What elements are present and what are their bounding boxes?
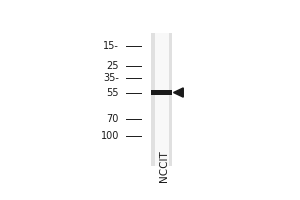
- Text: 35-: 35-: [103, 73, 119, 83]
- Text: NCCIT: NCCIT: [159, 150, 169, 182]
- Text: 55: 55: [106, 88, 119, 98]
- Bar: [152, 33, 172, 166]
- Text: 25: 25: [106, 61, 119, 71]
- Bar: [154, 33, 169, 166]
- Text: 15-: 15-: [103, 41, 119, 51]
- Polygon shape: [173, 88, 183, 97]
- Text: 100: 100: [100, 131, 119, 141]
- Text: 70: 70: [106, 114, 119, 124]
- Bar: [152, 90, 172, 95]
